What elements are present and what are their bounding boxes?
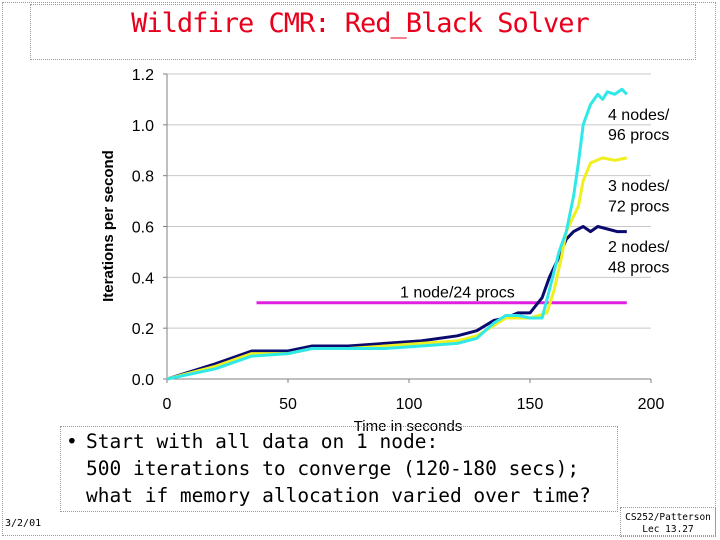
annotation: 2 nodes/ bbox=[608, 239, 670, 256]
x-tick-label: 100 bbox=[396, 396, 423, 413]
y-tick-label: 0.8 bbox=[132, 169, 154, 186]
annotation: 1 node/24 procs bbox=[400, 285, 515, 302]
x-tick-label: 150 bbox=[517, 396, 544, 413]
bullet-marker: • bbox=[66, 430, 78, 453]
y-tick-label: 0.4 bbox=[132, 270, 154, 287]
slide-title: Wildfire CMR: Red_Black Solver bbox=[131, 8, 590, 39]
series-line bbox=[166, 87, 628, 381]
bullet-text: Start with all data on 1 node: 500 itera… bbox=[86, 430, 591, 507]
x-tick-label: 0 bbox=[163, 396, 172, 413]
annotation: 96 procs bbox=[608, 127, 669, 144]
annotation: 72 procs bbox=[608, 198, 669, 215]
x-tick-label: 200 bbox=[638, 396, 665, 413]
annotation: 4 nodes/ bbox=[608, 107, 670, 124]
footer-date: 3/2/01 bbox=[5, 518, 42, 529]
y-tick-label: 0.0 bbox=[132, 372, 154, 389]
footer-course: CS252/Patterson bbox=[625, 512, 711, 523]
bullet-box bbox=[60, 426, 618, 512]
title-box bbox=[30, 4, 696, 60]
y-tick-label: 1.0 bbox=[132, 118, 154, 135]
y-axis-label: Iterations per second bbox=[100, 150, 117, 302]
y-tick-label: 0.2 bbox=[132, 321, 154, 338]
y-tick-label: 0.6 bbox=[132, 220, 154, 237]
annotation: 3 nodes/ bbox=[608, 178, 670, 195]
y-tick-label: 1.2 bbox=[132, 67, 154, 84]
series-line bbox=[166, 156, 628, 381]
series-line bbox=[166, 225, 627, 381]
footer-lecture: Lec 13.27 bbox=[642, 524, 694, 535]
footer-box bbox=[620, 507, 716, 537]
x-tick-label: 50 bbox=[279, 396, 297, 413]
annotation: 48 procs bbox=[608, 259, 669, 276]
